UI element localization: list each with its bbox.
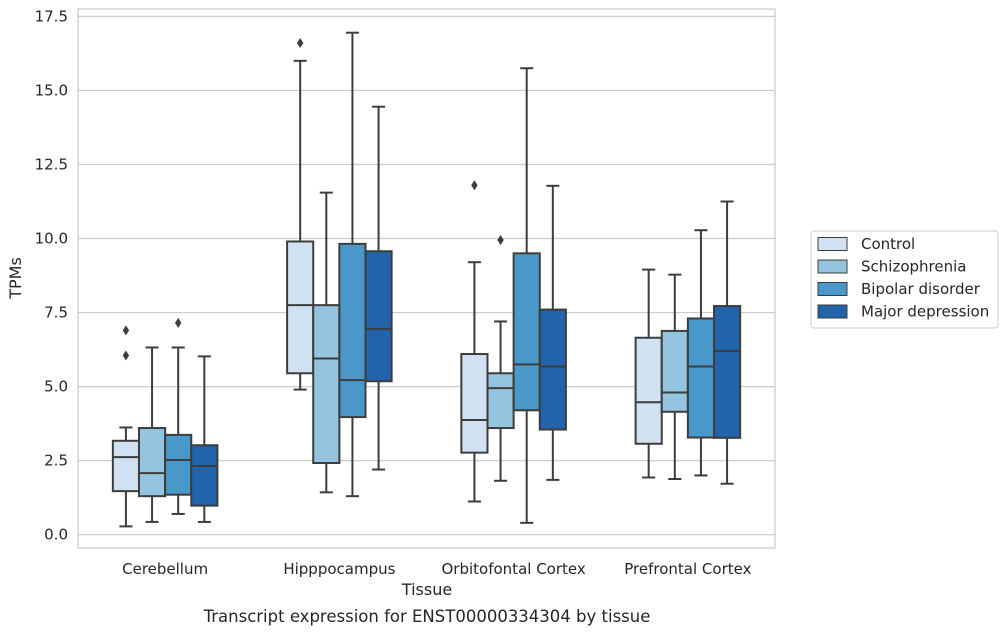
box-plot [686, 229, 716, 477]
box-plot [364, 105, 393, 471]
box-plot [512, 67, 541, 524]
box-plot [486, 235, 515, 482]
legend-swatch [817, 237, 848, 251]
box [190, 444, 219, 507]
box [512, 252, 541, 412]
box [164, 433, 193, 496]
box [338, 242, 367, 419]
box-plot [634, 268, 663, 479]
box [137, 427, 167, 498]
outlier-point [122, 325, 130, 336]
box [111, 439, 140, 493]
box-plot [164, 317, 193, 515]
box [686, 317, 716, 439]
box [364, 250, 393, 383]
box [634, 336, 663, 445]
y-tick-label: 15.0 [35, 81, 68, 99]
box [460, 353, 489, 454]
box [660, 329, 689, 413]
legend-frame [810, 230, 999, 329]
legend-label: Control [861, 235, 915, 253]
box-plot [460, 180, 489, 503]
x-axis-ticks: Cerebellum Hipppocampus Orbitofontal Corte… [122, 560, 751, 578]
y-tick-label: 0.0 [44, 526, 68, 544]
legend-label: Bipolar disorder [861, 280, 981, 298]
box-plot [312, 191, 341, 494]
x-axis-label: Tissue [401, 580, 452, 599]
legend-label: Schizophrenia [861, 258, 966, 276]
box-plot [137, 346, 167, 523]
x-tick-label: Orbitofontal Cortex [442, 560, 586, 578]
y-tick-label: 17.5 [35, 7, 68, 25]
box [713, 305, 742, 439]
outlier-point [471, 180, 478, 191]
box-plot [538, 184, 567, 481]
y-axis-ticks: 0.0 2.5 5.0 7.5 10.0 12.5 15.0 17.5 [35, 7, 68, 543]
box-plot [660, 273, 689, 480]
box-plot [713, 200, 742, 485]
legend-label: Major depression [861, 303, 989, 321]
box-plot-series [111, 31, 742, 528]
x-tick-label: Hipppocampus [283, 560, 395, 578]
legend-swatch [817, 259, 848, 274]
box [286, 240, 315, 375]
box-plot [190, 355, 219, 523]
legend-swatch [817, 304, 848, 319]
box [538, 308, 567, 431]
y-tick-label: 7.5 [44, 304, 68, 322]
plot-frame [77, 8, 776, 549]
box [312, 304, 341, 465]
y-tick-label: 10.0 [35, 230, 68, 248]
box-plot [338, 31, 367, 498]
box-plot [111, 325, 140, 528]
box [486, 372, 515, 430]
x-tick-label: Cerebellum [122, 560, 208, 578]
y-tick-label: 2.5 [44, 452, 68, 470]
outlier-point [122, 350, 130, 361]
y-tick-label: 12.5 [35, 155, 68, 173]
outlier-point [296, 38, 304, 49]
y-axis-label: TPMs [6, 257, 25, 300]
y-tick-label: 5.0 [44, 378, 68, 396]
legend-swatch [817, 282, 848, 296]
outlier-point [174, 317, 182, 328]
legend: Control Schizophrenia Bipolar disorder Majo… [810, 230, 999, 329]
chart-title: Transcript expression for ENST0000033430… [203, 607, 651, 626]
box-plot [286, 38, 315, 391]
x-tick-label: Prefrontal Cortex [624, 560, 751, 578]
outlier-point [497, 235, 504, 245]
